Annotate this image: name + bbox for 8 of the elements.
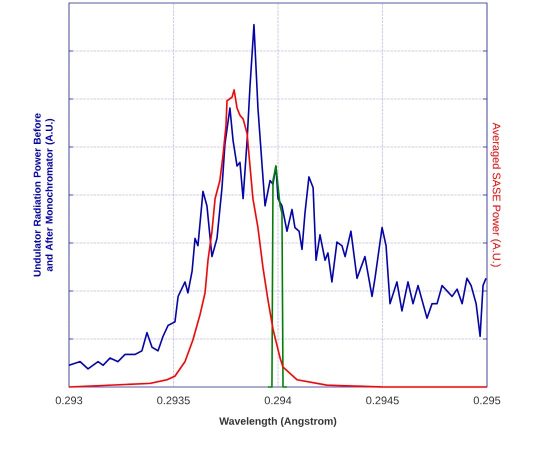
y2-axis-title: Averaged SASE Power (A.U.) [490, 122, 501, 267]
x-axis-title: Wavelength (Angstrom) [219, 417, 336, 427]
x-tick-label: 0.293 [56, 396, 82, 404]
x-tick-label: 0.2945 [366, 396, 399, 404]
x-tick-label: 0.2935 [157, 396, 190, 404]
y-axis-title: Undulator Radiation Power Before and After Monochromator (A.U.) [33, 113, 55, 276]
x-tick-label: 0.294 [264, 396, 292, 404]
x-tick-label: 0.295 [474, 396, 500, 404]
